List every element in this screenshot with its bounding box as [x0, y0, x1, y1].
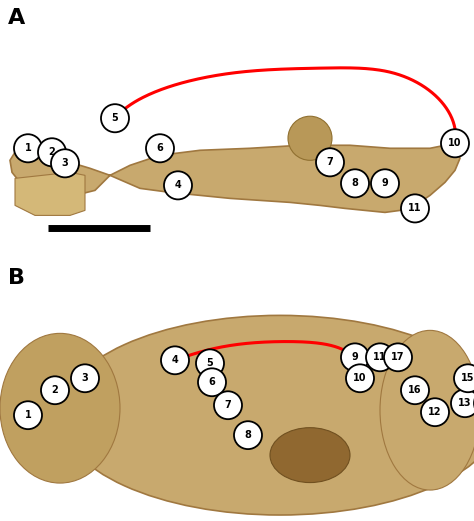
Text: 4: 4	[174, 180, 182, 190]
Text: 7: 7	[327, 157, 333, 167]
Text: 4: 4	[172, 355, 178, 365]
Polygon shape	[10, 138, 460, 213]
Ellipse shape	[198, 368, 226, 396]
Ellipse shape	[60, 315, 474, 515]
Ellipse shape	[316, 148, 344, 177]
Text: A: A	[8, 8, 25, 28]
Ellipse shape	[401, 194, 429, 222]
Text: 12: 12	[428, 407, 442, 417]
Text: B: B	[8, 268, 25, 289]
Ellipse shape	[214, 391, 242, 419]
Text: 17: 17	[391, 352, 405, 362]
Ellipse shape	[196, 350, 224, 377]
Ellipse shape	[341, 169, 369, 197]
Text: 16: 16	[408, 385, 422, 395]
Ellipse shape	[41, 376, 69, 404]
Ellipse shape	[234, 421, 262, 449]
Text: 5: 5	[111, 113, 118, 123]
Text: 9: 9	[352, 352, 358, 362]
Text: 2: 2	[49, 147, 55, 157]
Ellipse shape	[51, 149, 79, 177]
Text: 5: 5	[207, 358, 213, 368]
Text: 13: 13	[458, 398, 472, 408]
Text: 3: 3	[62, 158, 68, 168]
Text: 15: 15	[461, 373, 474, 383]
Text: 10: 10	[448, 138, 462, 148]
Text: 1: 1	[25, 410, 31, 420]
Ellipse shape	[401, 376, 429, 404]
Ellipse shape	[164, 171, 192, 200]
Ellipse shape	[71, 364, 99, 392]
Ellipse shape	[454, 364, 474, 392]
Polygon shape	[15, 172, 85, 215]
Circle shape	[288, 116, 332, 160]
Ellipse shape	[441, 129, 469, 157]
Ellipse shape	[380, 330, 474, 490]
Text: 2: 2	[52, 385, 58, 395]
Ellipse shape	[451, 389, 474, 417]
Text: 9: 9	[382, 178, 388, 189]
Text: 8: 8	[352, 178, 358, 189]
Ellipse shape	[38, 138, 66, 166]
Ellipse shape	[270, 428, 350, 482]
Text: 7: 7	[225, 400, 231, 410]
Ellipse shape	[146, 134, 174, 163]
Text: 11: 11	[373, 352, 387, 362]
Ellipse shape	[341, 343, 369, 371]
Text: 11: 11	[408, 203, 422, 214]
Text: 8: 8	[245, 430, 251, 440]
Ellipse shape	[346, 364, 374, 392]
Ellipse shape	[101, 104, 129, 132]
Ellipse shape	[366, 343, 394, 371]
Text: 6: 6	[156, 143, 164, 153]
Ellipse shape	[14, 401, 42, 429]
Text: 1: 1	[25, 143, 31, 153]
Ellipse shape	[371, 169, 399, 197]
Text: 6: 6	[209, 377, 215, 387]
Text: 10: 10	[353, 373, 367, 383]
Ellipse shape	[384, 343, 412, 371]
Ellipse shape	[0, 333, 120, 483]
Text: 3: 3	[82, 373, 88, 383]
Ellipse shape	[421, 398, 449, 426]
Ellipse shape	[161, 346, 189, 374]
Ellipse shape	[14, 134, 42, 163]
